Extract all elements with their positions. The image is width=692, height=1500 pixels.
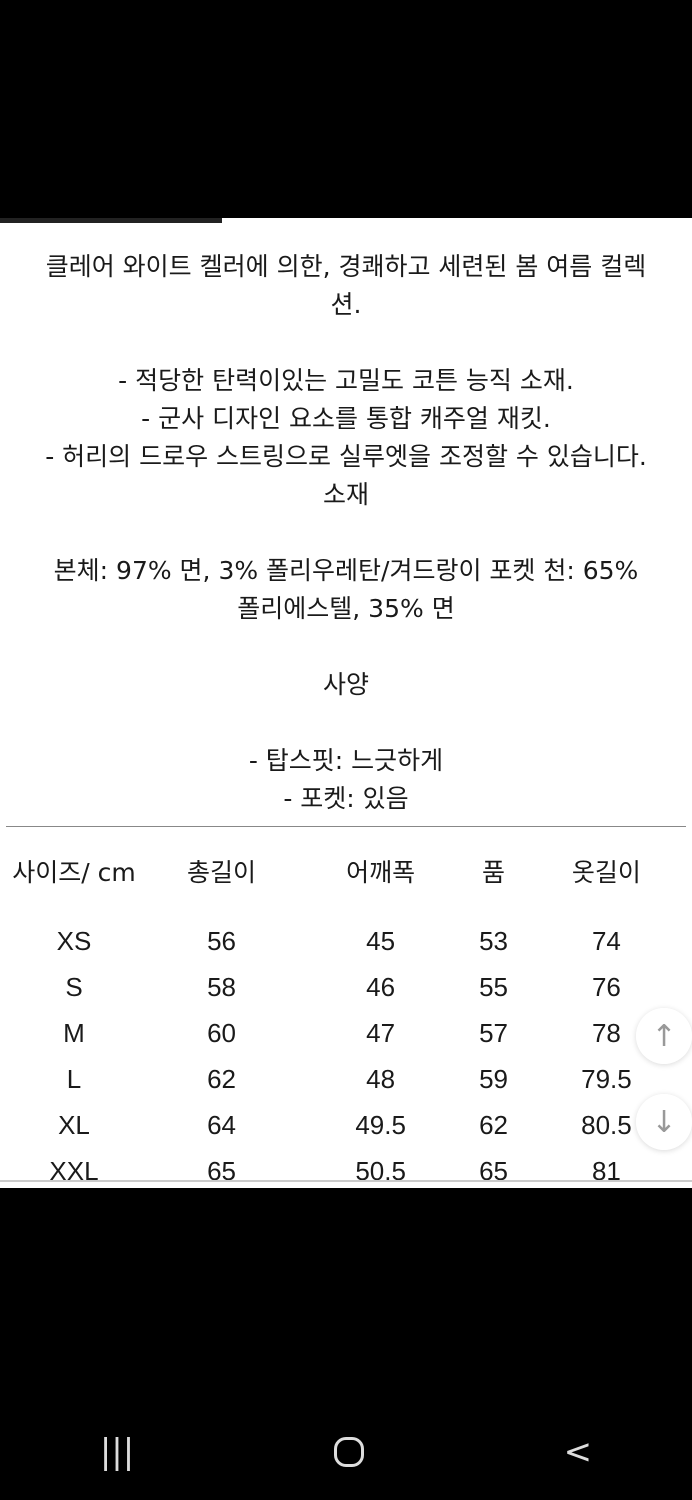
description-line: 션. [330, 290, 362, 319]
description-line: 클레어 와이트 켈러에 의한, 경쾌하고 세련된 봄 여름 컬렉 [45, 252, 647, 281]
size-table: 사이즈/ cm 총길이 어깨폭 품 옷길이 XS 56 45 53 74 S 58 46 55 7… [6, 826, 686, 1188]
material-line: 본체: 97% 면, 3% 폴리우레탄/겨드랑이 포켓 천: 65% [53, 556, 639, 585]
table-cell: XS [56, 926, 92, 956]
product-detail-page: 클레어 와이트 켈러에 의한, 경쾌하고 세련된 봄 여름 컬렉 션. - 적당… [0, 218, 692, 1188]
table-cell: 64 [207, 1110, 236, 1140]
table-cell: 47 [366, 1018, 396, 1048]
spec-line: - 탑스핏: 느긋하게 [248, 746, 444, 775]
divider [0, 1180, 692, 1182]
recent-apps-icon[interactable]: ||| [99, 1432, 135, 1472]
table-cell: L [66, 1064, 82, 1094]
arrow-up-icon: ↑ [651, 1018, 677, 1054]
table-cell: 78 [591, 1018, 621, 1048]
table-cell: 46 [366, 972, 396, 1002]
table-cell: 56 [207, 926, 236, 956]
table-cell: 74 [591, 926, 621, 956]
table-cell: 55 [479, 972, 508, 1002]
header-cell: 어깨폭 [346, 857, 416, 887]
table-cell: S [65, 972, 83, 1002]
table-cell: 65 [207, 1156, 236, 1186]
table-cell: 50.5 [355, 1156, 406, 1186]
table-row: XS 56 45 53 74 [6, 919, 686, 965]
table-cell: 65 [479, 1156, 508, 1186]
spec-title: 사양 [322, 670, 369, 699]
navigation-bar: ||| < [0, 1420, 692, 1484]
header-cell: 총길이 [187, 857, 257, 887]
material-line: 폴리에스텔, 35% 면 [237, 594, 455, 623]
arrow-down-icon: ↓ [651, 1104, 677, 1140]
table-cell: 53 [479, 926, 508, 956]
table-cell: 76 [591, 972, 621, 1002]
table-cell: XL [58, 1110, 90, 1140]
table-cell: 58 [207, 972, 236, 1002]
table-cell: 80.5 [581, 1110, 632, 1140]
header-cell: 사이즈/ cm [12, 857, 136, 887]
spec-line: - 포켓: 있음 [283, 784, 409, 813]
table-row: XL 64 49.5 62 80.5 [6, 1103, 686, 1149]
table-cell: XXL [49, 1156, 99, 1186]
table-row: M 60 47 57 78 [6, 1011, 686, 1057]
table-cell: 57 [479, 1018, 508, 1048]
feature-bullet: - 적당한 탄력이있는 고밀도 코튼 능직 소재. [118, 366, 574, 395]
scroll-down-button[interactable]: ↓ [636, 1094, 692, 1150]
table-cell: 79.5 [581, 1064, 632, 1094]
table-cell: M [63, 1018, 85, 1048]
back-icon[interactable]: < [563, 1432, 593, 1472]
header-cell: 품 [482, 857, 506, 887]
table-cell: 60 [207, 1018, 236, 1048]
home-icon[interactable] [333, 1437, 364, 1467]
table-row: XXL 65 50.5 65 81 [6, 1149, 686, 1189]
scroll-up-button[interactable]: ↑ [636, 1008, 692, 1064]
material-title: 소재 [322, 480, 369, 509]
table-cell: 81 [591, 1156, 621, 1186]
table-cell: 62 [207, 1064, 236, 1094]
feature-bullet: - 허리의 드로우 스트링으로 실루엣을 조정할 수 있습니다. [45, 442, 647, 471]
table-cell: 62 [479, 1110, 508, 1140]
table-header-row: 사이즈/ cm 총길이 어깨폭 품 옷길이 [6, 827, 686, 919]
table-cell: 45 [366, 926, 396, 956]
scroll-progress-bar [0, 218, 222, 223]
feature-bullet: - 군사 디자인 요소를 통합 캐주얼 재킷. [141, 404, 551, 433]
table-cell: 49.5 [355, 1110, 406, 1140]
table-cell: 59 [479, 1064, 508, 1094]
table-row: S 58 46 55 76 [6, 965, 686, 1011]
table-row: L 62 48 59 79.5 [6, 1057, 686, 1103]
header-cell: 옷길이 [571, 857, 641, 887]
table-cell: 48 [366, 1064, 396, 1094]
